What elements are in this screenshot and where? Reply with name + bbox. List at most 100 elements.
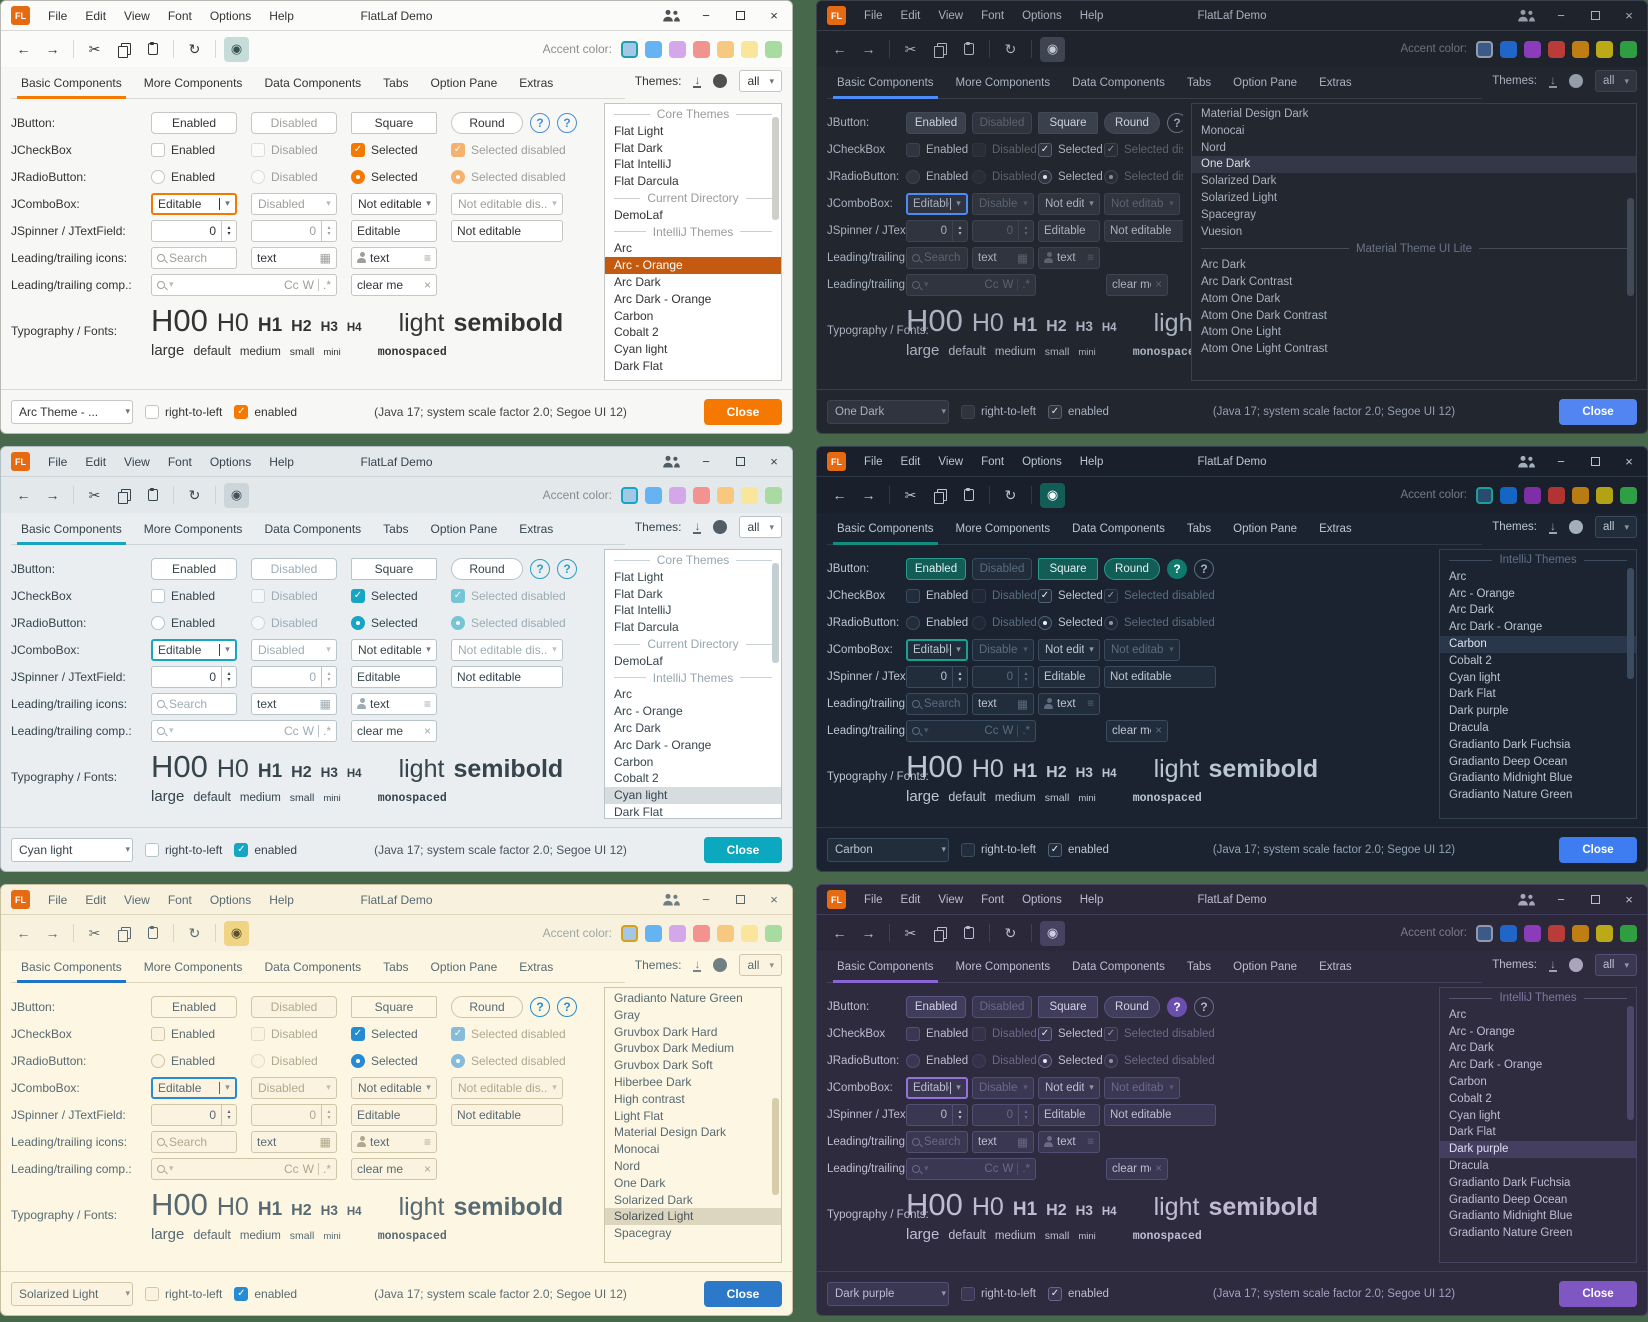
list-icon[interactable]: ≡	[1087, 251, 1094, 264]
close-button[interactable]: Close	[1559, 398, 1637, 425]
enabled-button[interactable]: Enabled	[151, 995, 237, 1018]
menu-file[interactable]: File	[864, 455, 883, 468]
copy-button[interactable]	[111, 483, 136, 508]
refresh-button[interactable]: ↻	[998, 483, 1023, 508]
theme-item[interactable]: Dark Flat	[614, 804, 663, 818]
accent-swatch-1[interactable]	[1476, 486, 1493, 504]
checkbox-enabled[interactable]: Enabled	[906, 1026, 968, 1041]
combobox-not-editable[interactable]: Not editable ▾	[1038, 638, 1100, 661]
theme-item[interactable]: Arc	[614, 687, 632, 702]
cut-button[interactable]: ✂	[82, 921, 107, 946]
text-field-user[interactable]: ≡	[351, 1130, 437, 1153]
search-field[interactable]	[906, 692, 968, 715]
whole-word-button[interactable]: W	[302, 1161, 314, 1176]
theme-item[interactable]: Arc Dark	[614, 720, 661, 735]
search-compose-field[interactable]: ▾ Cc W .*	[906, 719, 1036, 742]
close-button[interactable]: Close	[704, 1280, 782, 1307]
copy-button[interactable]	[927, 483, 952, 508]
spinner[interactable]: 0 ▴ ▾	[151, 665, 237, 688]
text-field-user[interactable]: ≡	[351, 692, 437, 715]
combobox-editable[interactable]: Editable ▾	[906, 1076, 968, 1099]
minimize-button[interactable]: −	[702, 892, 710, 907]
accent-swatch-6[interactable]	[1596, 486, 1613, 504]
menu-view[interactable]: View	[124, 892, 150, 907]
search-compose-field[interactable]: ▾ Cc W .*	[906, 273, 1036, 296]
theme-item[interactable]: Atom One Dark	[1201, 292, 1281, 305]
text-field-calendar[interactable]: ▦	[972, 692, 1034, 715]
text-input[interactable]	[1057, 697, 1084, 710]
tab-extras[interactable]: Extras	[1319, 522, 1352, 535]
radio-selected[interactable]: Selected	[351, 615, 418, 630]
theme-item[interactable]: Gradianto Dark Fuchsia	[1449, 1176, 1571, 1189]
accent-swatch-2[interactable]	[1500, 486, 1517, 504]
square-button[interactable]: Square	[1038, 111, 1098, 134]
help-button[interactable]: ?	[530, 996, 550, 1017]
accent-swatch-5[interactable]	[1572, 40, 1589, 58]
chevron-down-icon[interactable]: ▾	[169, 1163, 174, 1173]
theme-item[interactable]: Dark Flat	[1449, 1126, 1496, 1139]
tab-more-components[interactable]: More Components	[143, 75, 243, 90]
copy-button[interactable]	[111, 37, 136, 62]
match-case-button[interactable]: Cc	[283, 723, 299, 738]
regex-button[interactable]: .*	[322, 277, 331, 292]
theme-item[interactable]: Arc - Orange	[605, 257, 781, 274]
radio-enabled[interactable]: Enabled	[151, 1053, 215, 1068]
menu-edit[interactable]: Edit	[85, 892, 107, 907]
users-icon[interactable]	[1517, 455, 1535, 468]
theme-item[interactable]: Arc Dark	[1449, 604, 1494, 617]
help-button-secondary[interactable]: ?	[557, 558, 577, 579]
radio-enabled[interactable]: Enabled	[151, 615, 215, 630]
combobox-not-editable[interactable]: Not editable ▾	[351, 1076, 437, 1099]
paste-button[interactable]	[140, 37, 165, 62]
paste-button[interactable]	[956, 37, 981, 62]
text-input[interactable]	[978, 251, 1014, 264]
enabled-button[interactable]: Enabled	[906, 111, 966, 134]
menu-view[interactable]: View	[124, 454, 150, 469]
accent-swatch-3[interactable]	[669, 486, 686, 504]
text-field-calendar[interactable]: ▦	[972, 246, 1034, 269]
spinner-arrows-icon[interactable]: ▴ ▾	[221, 1104, 236, 1125]
textfield-editable[interactable]	[1038, 219, 1100, 242]
accent-swatch-7[interactable]	[765, 924, 782, 942]
tab-more-components[interactable]: More Components	[955, 960, 1051, 973]
spinner-arrows-icon[interactable]: ▴ ▾	[952, 666, 967, 687]
text-field-calendar[interactable]: ▦	[972, 1130, 1034, 1153]
text-input[interactable]	[370, 1134, 420, 1149]
back-button[interactable]: ←	[827, 37, 852, 62]
search-input[interactable]	[924, 1135, 962, 1148]
textfield-input[interactable]	[357, 223, 431, 238]
theme-select-combobox[interactable]: Arc Theme - ... ▾	[11, 399, 133, 424]
list-icon[interactable]: ≡	[423, 1134, 431, 1149]
text-field-calendar[interactable]: ▦	[251, 692, 337, 715]
clear-icon[interactable]: ×	[1155, 1162, 1162, 1175]
menu-file[interactable]: File	[48, 892, 68, 907]
theme-item[interactable]: Material Design Dark	[1201, 108, 1309, 120]
help-button[interactable]: ?	[1167, 112, 1183, 133]
accent-swatch-1[interactable]	[621, 486, 638, 504]
accent-swatch-4[interactable]	[693, 486, 710, 504]
download-icon[interactable]: ↓	[693, 518, 702, 534]
theme-item[interactable]: Gray	[614, 1007, 641, 1022]
text-input[interactable]	[1057, 1135, 1084, 1148]
theme-item[interactable]: Gruvbox Dark Medium	[614, 1041, 735, 1056]
cut-button[interactable]: ✂	[82, 37, 107, 62]
text-field-calendar[interactable]: ▦	[251, 1130, 337, 1153]
themes-list-scrollbar[interactable]	[1627, 106, 1634, 378]
theme-item[interactable]: Cobalt 2	[614, 325, 659, 340]
themes-filter-select[interactable]: all ▾	[739, 70, 782, 92]
accent-swatch-1[interactable]	[621, 924, 638, 942]
scrollbar-thumb[interactable]	[1627, 1006, 1634, 1120]
checkbox-enabled[interactable]: Enabled	[151, 142, 215, 157]
radio-selected[interactable]: Selected	[351, 169, 418, 184]
github-icon[interactable]	[1568, 74, 1583, 88]
tab-extras[interactable]: Extras	[1319, 76, 1352, 89]
forward-button[interactable]: →	[856, 37, 881, 62]
tab-data-components[interactable]: Data Components	[1072, 522, 1165, 535]
clear-icon[interactable]: ×	[423, 277, 431, 292]
search-field[interactable]	[151, 1130, 237, 1153]
forward-button[interactable]: →	[40, 483, 65, 508]
right-to-left-checkbox[interactable]: right-to-left	[145, 1286, 222, 1301]
textfield-input[interactable]	[357, 1107, 431, 1122]
theme-item[interactable]: Gruvbox Dark Hard	[614, 1024, 718, 1039]
theme-item[interactable]: Flat Light	[614, 123, 664, 138]
